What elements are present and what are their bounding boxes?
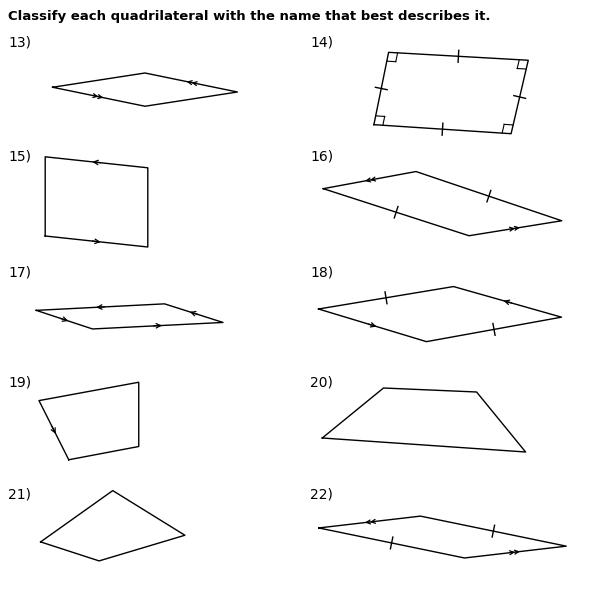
Text: 14): 14): [310, 35, 333, 49]
Text: 18): 18): [310, 265, 333, 279]
Text: 22): 22): [310, 488, 333, 502]
Text: 20): 20): [310, 375, 333, 389]
Text: 19): 19): [8, 375, 31, 389]
Text: 21): 21): [8, 488, 31, 502]
Text: 16): 16): [310, 150, 333, 164]
Text: Classify each quadrilateral with the name that best describes it.: Classify each quadrilateral with the nam…: [8, 10, 491, 23]
Text: 15): 15): [8, 150, 31, 164]
Text: 13): 13): [8, 35, 31, 49]
Text: 17): 17): [8, 265, 31, 279]
